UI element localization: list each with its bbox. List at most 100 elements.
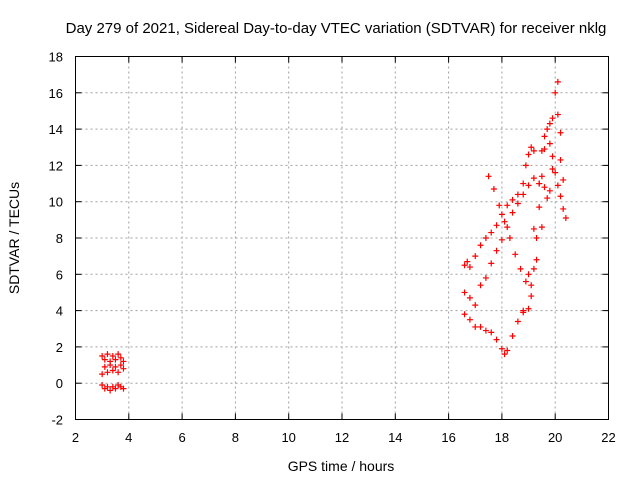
data-point <box>557 156 564 163</box>
data-point <box>538 224 545 231</box>
data-point <box>482 235 489 241</box>
y-tick-label: 2 <box>56 340 63 355</box>
data-point <box>493 336 500 343</box>
series-evening-outliers <box>546 78 567 183</box>
data-point <box>504 224 511 231</box>
data-point <box>557 193 564 200</box>
y-tick-label: 4 <box>56 304 63 319</box>
data-point <box>554 182 561 189</box>
data-point <box>493 247 500 254</box>
data-point <box>530 175 537 182</box>
x-tick-label: 4 <box>125 430 132 445</box>
y-tick-label: 6 <box>56 267 63 282</box>
data-point <box>104 369 111 376</box>
data-point <box>482 327 489 334</box>
data-point <box>554 111 561 118</box>
series-evening-track-d <box>485 166 556 289</box>
x-tick-label: 14 <box>388 430 402 445</box>
data-point <box>472 253 479 260</box>
data-point <box>554 78 561 85</box>
series-evening-track-a <box>461 144 537 271</box>
data-point <box>549 166 556 173</box>
data-point <box>482 274 489 281</box>
data-point <box>99 352 106 359</box>
data-point <box>104 383 111 390</box>
data-point <box>544 195 551 202</box>
data-point <box>498 211 505 218</box>
data-point <box>557 129 564 136</box>
data-point <box>546 120 553 127</box>
x-tick-label: 6 <box>178 430 185 445</box>
chart-title: Day 279 of 2021, Sidereal Day-to-day VTE… <box>66 20 607 37</box>
data-point <box>498 236 505 243</box>
data-point <box>109 367 116 374</box>
x-tick-label: 16 <box>441 430 455 445</box>
data-point <box>525 182 532 189</box>
data-point <box>522 278 529 285</box>
data-point <box>501 351 508 358</box>
data-point <box>520 307 527 314</box>
data-point <box>512 251 519 258</box>
data-point <box>117 362 124 369</box>
x-tick-label: 8 <box>232 430 239 445</box>
y-tick-label: 10 <box>49 195 63 210</box>
data-point <box>562 215 569 222</box>
data-point <box>466 264 473 271</box>
data-points <box>99 78 569 394</box>
data-point <box>477 282 484 289</box>
data-point <box>488 260 495 267</box>
data-point <box>112 356 119 363</box>
data-point <box>514 191 521 198</box>
data-point <box>509 196 516 203</box>
data-point <box>99 371 106 378</box>
data-point <box>477 242 484 249</box>
data-point <box>466 294 473 301</box>
data-point <box>530 147 537 154</box>
data-point <box>538 147 545 154</box>
data-point <box>490 185 497 192</box>
data-point <box>528 293 535 300</box>
data-point <box>509 209 516 216</box>
data-point <box>541 184 548 191</box>
series-morning-upper <box>99 351 127 365</box>
data-point <box>101 356 108 363</box>
data-point <box>472 302 479 309</box>
data-point <box>501 218 508 225</box>
grid-layer <box>75 56 609 420</box>
series-morning-middle <box>99 362 127 378</box>
data-point <box>99 382 106 389</box>
x-tick-label: 18 <box>495 430 509 445</box>
data-point <box>546 140 553 147</box>
y-tick-label: 14 <box>49 122 63 137</box>
data-point <box>115 369 122 376</box>
data-point <box>461 289 468 296</box>
data-point <box>536 204 543 211</box>
data-point <box>104 351 111 358</box>
data-point <box>493 222 500 229</box>
y-tick-label: 8 <box>56 231 63 246</box>
series-evening-track-b <box>461 175 553 309</box>
data-point <box>506 235 513 241</box>
data-point <box>112 363 119 370</box>
data-point <box>541 133 548 140</box>
data-point <box>112 385 119 392</box>
data-point <box>552 89 559 96</box>
data-point <box>525 151 532 158</box>
data-point <box>485 173 492 180</box>
data-point <box>107 387 114 394</box>
data-point <box>520 180 527 187</box>
data-point <box>528 144 535 151</box>
data-point <box>544 126 551 133</box>
data-point <box>472 323 479 330</box>
data-point <box>504 202 511 209</box>
data-point <box>530 265 537 272</box>
data-point <box>101 363 108 370</box>
data-point <box>115 351 122 358</box>
data-point <box>528 282 535 289</box>
y-tick-label: 16 <box>49 86 63 101</box>
data-point <box>560 176 567 183</box>
data-point <box>533 256 540 263</box>
data-point <box>546 187 553 194</box>
data-point <box>549 153 556 160</box>
